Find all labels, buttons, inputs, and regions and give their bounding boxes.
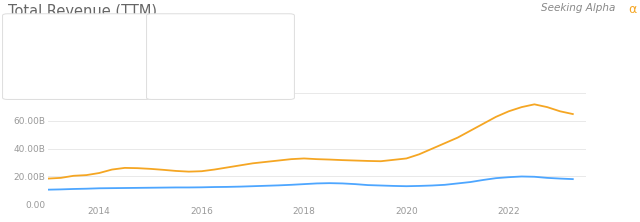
Text: since 12/31/2013: since 12/31/2013 [157,73,223,82]
Text: Revenue: Revenue [13,56,46,65]
Text: Revenue: Revenue [157,56,190,65]
Text: α: α [628,3,637,16]
Text: ●: ● [157,29,165,39]
Text: Seeking Alpha: Seeking Alpha [541,3,615,13]
Text: since 12/31/2013: since 12/31/2013 [13,73,79,82]
Text: TXN: TXN [166,29,188,39]
Text: 18.11B: 18.11B [246,29,284,39]
Text: ●: ● [13,29,21,39]
Text: TSM: TSM [22,29,45,39]
Text: (3559 days): (3559 days) [13,89,59,98]
Text: 67.00B: 67.00B [102,29,140,39]
Text: (3559 days): (3559 days) [157,89,203,98]
Text: Total Revenue (TTM): Total Revenue (TTM) [8,3,157,18]
